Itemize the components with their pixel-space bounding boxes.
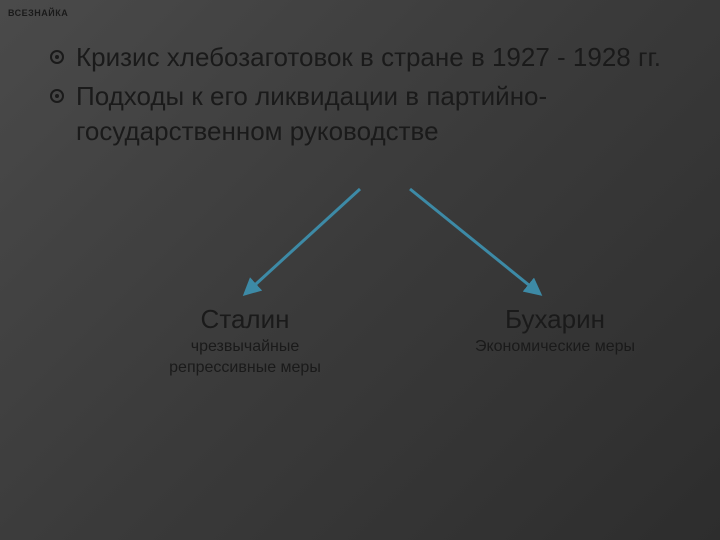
main-content: Кризис хлебозаготовок в стране в 1927 - … bbox=[0, 0, 720, 449]
bullet-item: Подходы к его ликвидации в партийно-госу… bbox=[50, 79, 670, 149]
branch-left-title: Сталин bbox=[145, 304, 345, 335]
branch-right-title: Бухарин bbox=[445, 304, 665, 335]
bullet-text: Кризис хлебозаготовок в стране в 1927 - … bbox=[76, 40, 661, 75]
bullet-icon bbox=[50, 50, 64, 64]
arrow-left bbox=[245, 189, 360, 294]
bullet-text: Подходы к его ликвидации в партийно-госу… bbox=[76, 79, 670, 149]
watermark-text: ВСЕЗНАЙКА bbox=[8, 8, 68, 18]
branch-left: Сталин чрезвычайные репрессивные меры bbox=[145, 304, 345, 379]
branch-right: Бухарин Экономические меры bbox=[445, 304, 665, 358]
bullet-list: Кризис хлебозаготовок в стране в 1927 - … bbox=[50, 40, 670, 149]
branch-left-subtitle: чрезвычайные репрессивные меры bbox=[145, 337, 345, 379]
bullet-item: Кризис хлебозаготовок в стране в 1927 - … bbox=[50, 40, 670, 75]
bullet-icon bbox=[50, 89, 64, 103]
diagram-area: Сталин чрезвычайные репрессивные меры Бу… bbox=[50, 169, 670, 449]
branch-right-subtitle: Экономические меры bbox=[445, 337, 665, 358]
arrow-right bbox=[410, 189, 540, 294]
